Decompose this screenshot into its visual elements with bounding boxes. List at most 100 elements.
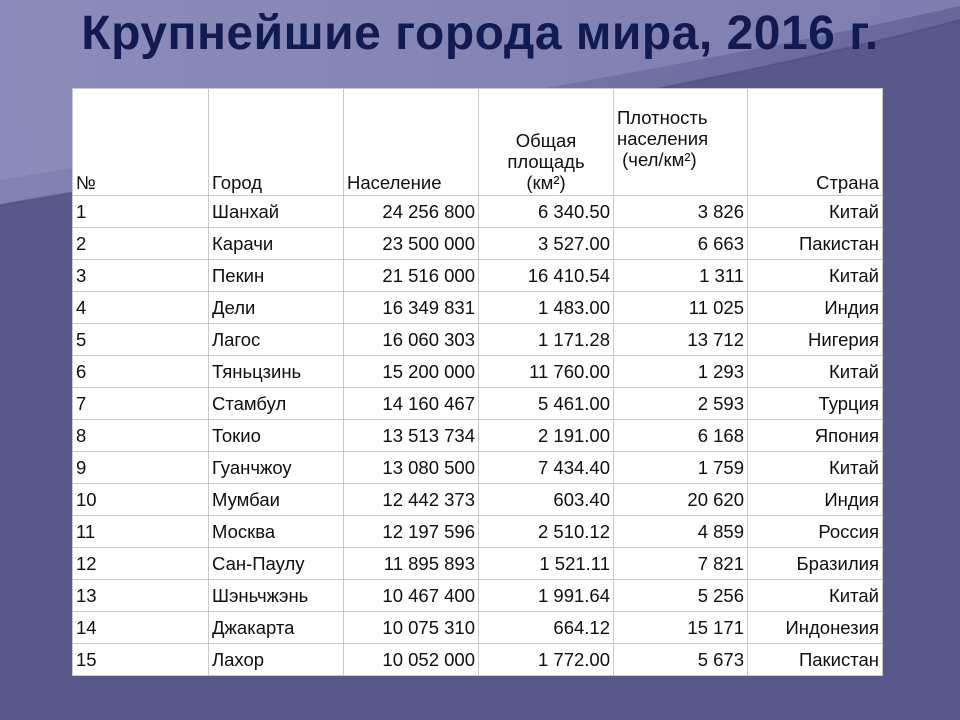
cell-rank: 15 [72,643,209,676]
cell-population: 12 197 596 [343,515,479,548]
cell-country: Индия [747,291,883,324]
cell-country: Пакистан [747,227,883,260]
cell-country: Пакистан [747,643,883,676]
cell-population: 10 052 000 [343,643,479,676]
cell-density: 11 025 [613,291,748,324]
cell-city: Дели [208,291,344,324]
cell-area: 7 434.40 [478,451,614,484]
cell-country: Китай [747,579,883,612]
header-density-line2: населения [617,128,709,149]
header-density: Плотность населения (чел/км²) [613,88,748,196]
cell-population: 12 442 373 [343,483,479,516]
cell-density: 6 168 [613,419,748,452]
cell-area: 664.12 [478,611,614,644]
cell-area: 1 991.64 [478,579,614,612]
cell-rank: 8 [72,419,209,452]
cell-area: 2 191.00 [478,419,614,452]
cell-area: 1 171.28 [478,323,614,356]
cell-rank: 11 [72,515,209,548]
cell-country: Турция [747,387,883,420]
cell-country: Китай [747,259,883,292]
table-body: 1 Шанхай 24 256 800 6 340.50 3 826 Китай 2 Кара… [72,195,883,676]
cell-country: Бразилия [747,547,883,580]
table-row: 10 Мумбаи 12 442 373 603.40 20 620 Индия [72,483,883,516]
table-row: 15 Лахор 10 052 000 1 772.00 5 673 Пакистан [72,643,883,676]
cell-area: 1 483.00 [478,291,614,324]
cell-density: 4 859 [613,515,748,548]
header-country: Страна [747,88,883,196]
header-city: Город [208,88,344,196]
cities-table: № Город Население Общая площадь (км²) Пл… [72,88,883,676]
cell-rank: 6 [72,355,209,388]
slide-title: Крупнейшие города мира, 2016 г. [81,7,879,60]
cell-area: 11 760.00 [478,355,614,388]
header-num: № [72,88,209,196]
header-density-line3: (чел/км²) [617,149,697,170]
cell-rank: 2 [72,227,209,260]
cell-population: 15 200 000 [343,355,479,388]
table-row: 13 Шэньчжэнь 10 467 400 1 991.64 5 256 Китай [72,579,883,612]
cell-population: 16 349 831 [343,291,479,324]
cell-density: 7 821 [613,547,748,580]
cell-population: 10 075 310 [343,611,479,644]
cell-city: Карачи [208,227,344,260]
cell-population: 13 080 500 [343,451,479,484]
cell-density: 1 293 [613,355,748,388]
cell-population: 14 160 467 [343,387,479,420]
cell-country: Китай [747,451,883,484]
cell-density: 20 620 [613,483,748,516]
table-row: 2 Карачи 23 500 000 3 527.00 6 663 Пакистан [72,227,883,260]
cell-population: 13 513 734 [343,419,479,452]
cell-density: 15 171 [613,611,748,644]
cell-area: 603.40 [478,483,614,516]
cell-density: 5 673 [613,643,748,676]
table-row: 11 Москва 12 197 596 2 510.12 4 859 Россия [72,515,883,548]
cell-area: 1 772.00 [478,643,614,676]
table-row: 5 Лагос 16 060 303 1 171.28 13 712 Нигерия [72,323,883,356]
cell-density: 2 593 [613,387,748,420]
cell-country: Япония [747,419,883,452]
cell-city: Токио [208,419,344,452]
cell-density: 3 826 [613,195,748,228]
cell-country: Россия [747,515,883,548]
cell-city: Лахор [208,643,344,676]
header-area: Общая площадь (км²) [478,88,614,196]
cell-density: 5 256 [613,579,748,612]
cell-city: Пекин [208,259,344,292]
cell-rank: 5 [72,323,209,356]
header-population: Население [343,88,479,196]
cell-density: 1 759 [613,451,748,484]
cell-city: Стамбул [208,387,344,420]
cell-area: 2 510.12 [478,515,614,548]
table-header-row: № Город Население Общая площадь (км²) Пл… [72,88,883,196]
cell-country: Китай [747,355,883,388]
cell-city: Гуанчжоу [208,451,344,484]
cell-city: Лагос [208,323,344,356]
cell-rank: 14 [72,611,209,644]
cell-population: 23 500 000 [343,227,479,260]
cell-country: Индонезия [747,611,883,644]
table-row: 8 Токио 13 513 734 2 191.00 6 168 Япония [72,419,883,452]
header-area-line1: Общая [515,130,577,151]
table-row: 4 Дели 16 349 831 1 483.00 11 025 Индия [72,291,883,324]
table-row: 14 Джакарта 10 075 310 664.12 15 171 Индонези… [72,611,883,644]
header-density-line1: Плотность [617,107,708,128]
cell-city: Москва [208,515,344,548]
cell-rank: 4 [72,291,209,324]
cell-population: 10 467 400 [343,579,479,612]
cell-area: 1 521.11 [478,547,614,580]
header-area-line3: (км²) [526,172,566,193]
cell-rank: 3 [72,259,209,292]
table-row: 7 Стамбул 14 160 467 5 461.00 2 593 Турция [72,387,883,420]
cell-city: Сан-Паулу [208,547,344,580]
cell-rank: 12 [72,547,209,580]
cell-city: Тяньцзинь [208,355,344,388]
cell-population: 11 895 893 [343,547,479,580]
cell-area: 6 340.50 [478,195,614,228]
cell-country: Китай [747,195,883,228]
cell-density: 6 663 [613,227,748,260]
cell-area: 16 410.54 [478,259,614,292]
cell-rank: 9 [72,451,209,484]
header-area-line2: площадь [507,151,585,172]
cell-area: 5 461.00 [478,387,614,420]
